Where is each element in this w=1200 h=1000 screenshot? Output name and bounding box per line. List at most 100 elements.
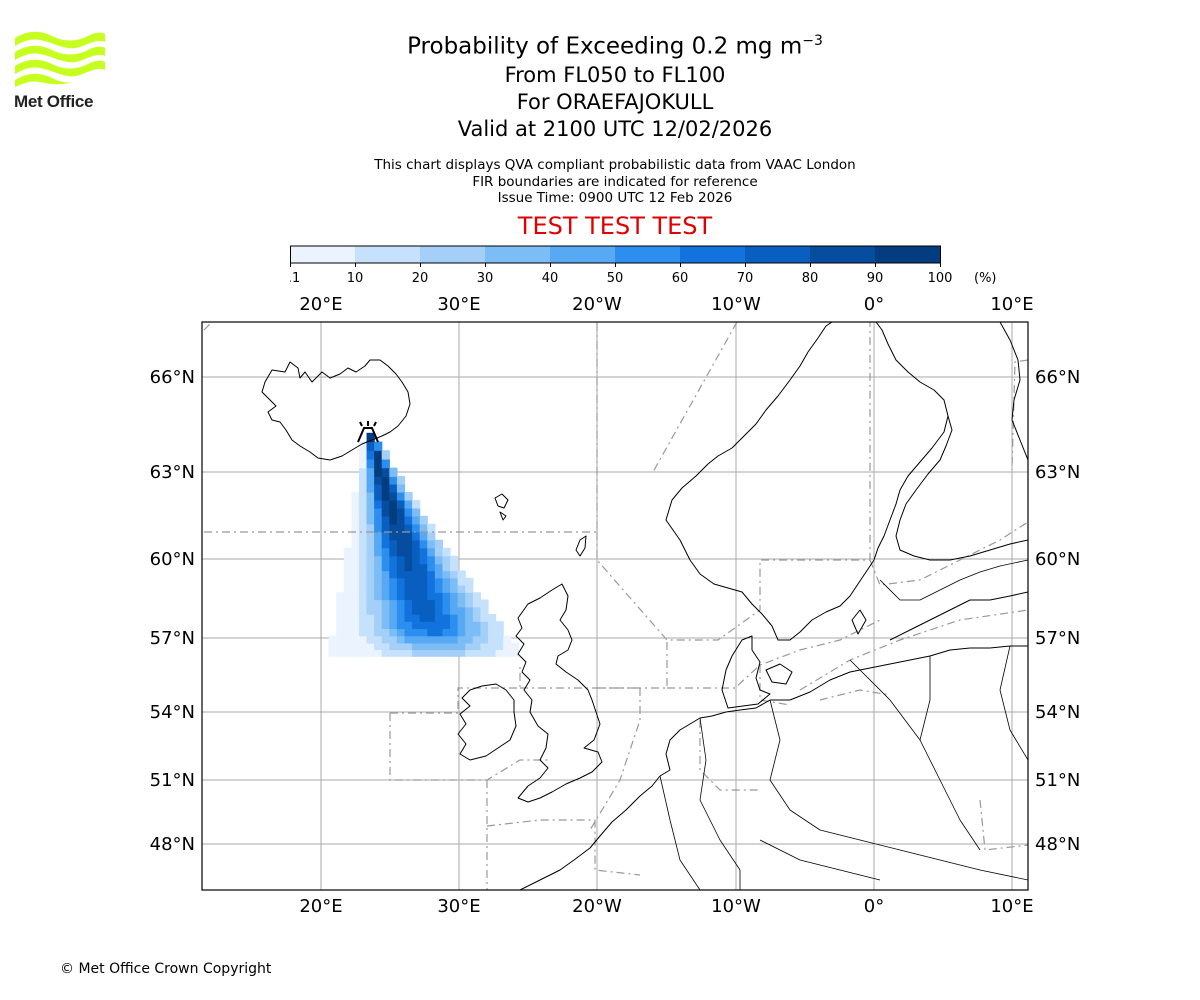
plume-cell — [351, 555, 360, 565]
colorbar-segment — [355, 246, 420, 263]
colorbar-tick-label: 40 — [542, 271, 559, 286]
plume-cell — [465, 592, 474, 601]
plume-cell — [412, 592, 421, 601]
plume-cell — [434, 577, 444, 586]
plume-cell — [404, 523, 413, 533]
plume-cell — [450, 642, 459, 651]
plume-cell — [457, 628, 466, 637]
latitude-label: 66°N — [1035, 367, 1080, 388]
plume-cell — [419, 613, 428, 622]
plume-cell — [381, 531, 390, 541]
plume-cell — [366, 563, 375, 572]
plume-cell — [457, 649, 466, 657]
plume-cell — [358, 499, 368, 509]
plume-cell — [396, 475, 406, 485]
test-banner: TEST TEST TEST — [517, 212, 713, 240]
plume-cell — [434, 570, 444, 579]
plume-cell — [381, 450, 390, 460]
plume-cell — [450, 621, 459, 630]
plume-cell — [396, 483, 406, 493]
plume-cell — [343, 613, 352, 622]
plume-cell — [457, 585, 466, 593]
plume-cell — [442, 599, 451, 608]
finland-coast — [895, 415, 1028, 561]
plume-cell — [381, 515, 390, 525]
plume-cell — [343, 635, 352, 644]
plume-cell — [419, 570, 428, 579]
plume-cell — [396, 642, 406, 651]
plume-cell — [427, 606, 436, 615]
denmark-coast — [721, 635, 771, 709]
plume-cell — [427, 649, 436, 657]
plume-cell — [351, 621, 360, 630]
plume-cell — [343, 547, 352, 557]
plume-cell — [351, 515, 360, 525]
longitude-label: 0° — [864, 294, 884, 315]
plume-cell — [374, 507, 383, 517]
colorbar-segment — [875, 246, 940, 263]
plume-cell — [374, 475, 383, 485]
plume-cell — [374, 458, 383, 469]
plume-cell — [358, 491, 368, 501]
plume-cell — [358, 628, 368, 637]
plume-cell — [442, 628, 451, 637]
plume-cell — [434, 628, 444, 637]
plume-cell — [343, 577, 352, 586]
plume-cell — [442, 635, 451, 644]
plume-cell — [358, 585, 368, 593]
plume-cell — [442, 563, 451, 572]
plume-cell — [419, 563, 428, 572]
colorbar-tick-label: 100 — [928, 271, 953, 286]
plume-cell — [389, 599, 398, 608]
plume-cell — [412, 599, 421, 608]
plume-cell — [427, 539, 436, 549]
colorbar-segment — [420, 246, 485, 263]
plume-cell — [389, 563, 398, 572]
plume-cell — [450, 635, 459, 644]
plume-cell — [366, 555, 375, 565]
colorbar-tick-label: 70 — [737, 271, 754, 286]
plume-cell — [412, 649, 421, 657]
latitude-label: 63°N — [150, 462, 195, 483]
plume-cell — [427, 635, 436, 644]
plume-cell — [396, 585, 406, 593]
plume-cell — [358, 467, 368, 477]
plume-cell — [472, 613, 481, 622]
plume-cell — [351, 613, 360, 622]
plume-cell — [412, 515, 421, 525]
plume-cell — [381, 555, 390, 565]
colorbar-tick-label: 0.1 — [290, 271, 300, 286]
plume-cell — [442, 613, 451, 622]
plume-cell — [366, 642, 375, 651]
plume-cell — [465, 628, 474, 637]
plume-cell — [457, 613, 466, 622]
plume-cell — [343, 592, 352, 601]
latitude-label: 54°N — [1035, 702, 1080, 723]
colorbar-segment — [810, 246, 875, 263]
plume-cell — [510, 649, 519, 657]
plume-cell — [351, 499, 360, 509]
plume-cell — [450, 585, 459, 593]
plume-cell — [374, 450, 383, 460]
plume-cell — [358, 577, 368, 586]
plume-cell — [381, 635, 390, 644]
chart-title: Probability of Exceeding 0.2 mg m−3 — [407, 33, 823, 60]
plume-cell — [336, 592, 345, 601]
plume-cell — [434, 621, 444, 630]
plume-cell — [442, 570, 451, 579]
plume-cell — [419, 606, 428, 615]
plume-cell — [389, 475, 398, 485]
plume-cell — [351, 577, 360, 586]
plume-cell — [427, 570, 436, 579]
plume-cell — [389, 539, 398, 549]
plume-cell — [336, 599, 345, 608]
plume-cell — [427, 642, 436, 651]
plume-cell — [412, 613, 421, 622]
plume-cell — [412, 563, 421, 572]
plume-cell — [465, 621, 474, 630]
plume-cell — [343, 649, 352, 657]
plume-cell — [457, 635, 466, 644]
plume-cell — [366, 547, 375, 557]
plume-cell — [366, 635, 375, 644]
plume-cell — [366, 475, 375, 485]
